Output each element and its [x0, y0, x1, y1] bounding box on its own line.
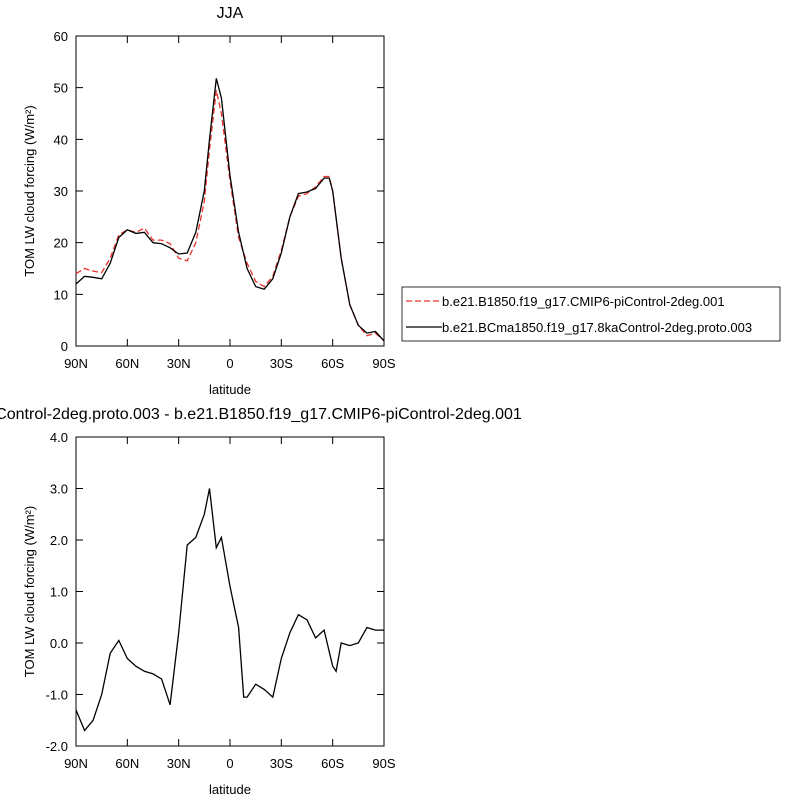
y-tick-label: 3.0	[50, 482, 68, 497]
y-tick-label: 2.0	[50, 533, 68, 548]
x-tick-label: 60S	[321, 356, 344, 371]
x-tick-label: 90N	[64, 356, 88, 371]
x-tick-label: 0	[226, 756, 233, 771]
x-axis-label: latitude	[209, 782, 251, 797]
legend-label: b.e21.B1850.f19_g17.CMIP6-piControl-2deg…	[442, 294, 725, 309]
series-line	[75, 488, 384, 732]
chart-title: g17.8kaControl-2deg.proto.003 - b.e21.B1…	[0, 406, 522, 423]
chart-title: JJA	[217, 5, 244, 22]
x-tick-label: 0	[226, 356, 233, 371]
y-tick-label: -1.0	[46, 688, 68, 703]
y-tick-label: 0.0	[50, 636, 68, 651]
x-axis-label: latitude	[209, 382, 251, 397]
y-tick-label: 20	[54, 236, 68, 251]
legend-box	[401, 286, 781, 342]
x-tick-label: 30N	[167, 356, 191, 371]
x-tick-label: 30S	[270, 756, 293, 771]
plot-frame	[75, 35, 385, 347]
x-tick-label: 60N	[115, 356, 139, 371]
x-tick-label: 60N	[115, 756, 139, 771]
y-tick-label: -2.0	[46, 739, 68, 754]
x-tick-label: 90S	[372, 756, 395, 771]
x-tick-label: 60S	[321, 756, 344, 771]
series-line	[75, 90, 385, 342]
y-tick-label: 40	[54, 132, 68, 147]
y-axis-label: TOM LW cloud forcing (W/m²)	[22, 506, 37, 677]
y-tick-label: 0	[61, 339, 68, 354]
y-tick-label: 60	[54, 29, 68, 44]
x-tick-label: 90N	[64, 756, 88, 771]
y-tick-label: 50	[54, 81, 68, 96]
x-tick-label: 90S	[372, 356, 395, 371]
legend-label: b.e21.BCma1850.f19_g17.8kaControl-2deg.p…	[442, 320, 752, 335]
y-tick-label: 4.0	[50, 430, 68, 445]
series-line	[75, 78, 385, 342]
y-axis-label: TOM LW cloud forcing (W/m²)	[22, 105, 37, 276]
y-tick-label: 10	[54, 287, 68, 302]
x-tick-label: 30S	[270, 356, 293, 371]
x-tick-label: 30N	[167, 756, 191, 771]
plot-frame	[75, 436, 385, 747]
y-tick-label: 30	[54, 184, 68, 199]
y-tick-label: 1.0	[50, 585, 68, 600]
